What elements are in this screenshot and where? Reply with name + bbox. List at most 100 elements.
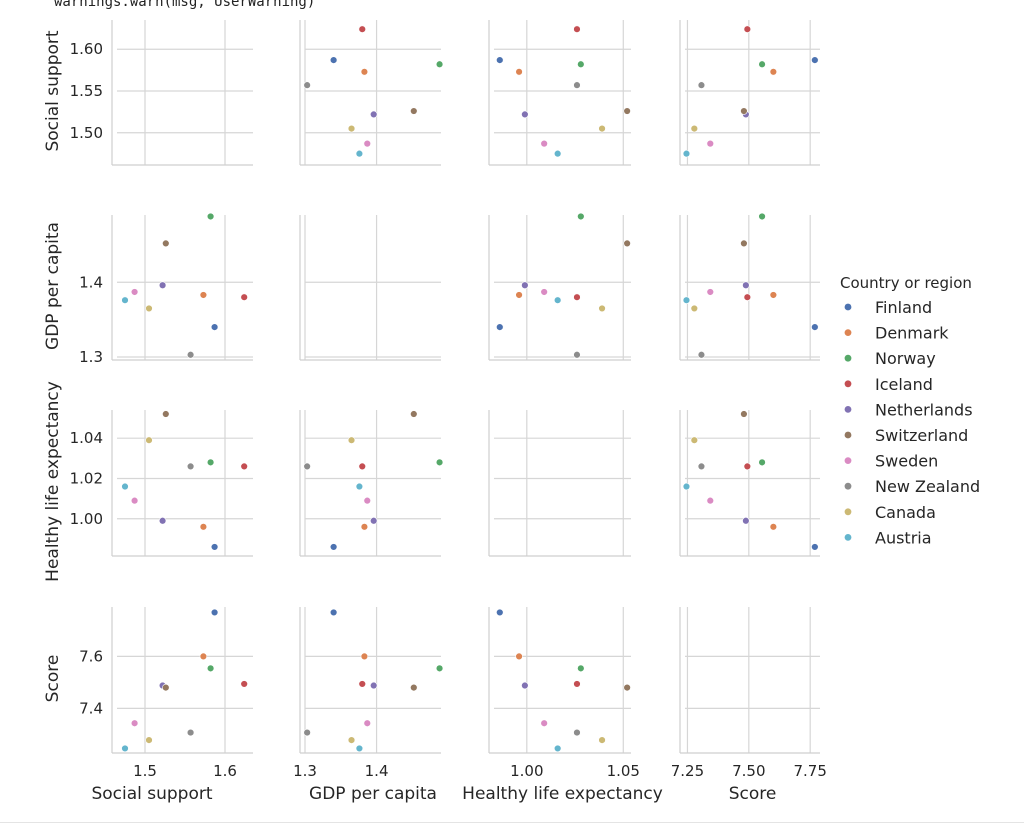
legend-marker-denmark xyxy=(844,329,852,336)
legend-label-canada: Canada xyxy=(875,503,936,522)
point-netherlands xyxy=(521,110,529,119)
panel-score-vs-gdp-per-capita xyxy=(299,607,444,754)
point-new-zealand xyxy=(573,351,581,359)
y-tick-label: 1.04 xyxy=(70,429,103,447)
point-denmark xyxy=(769,68,778,76)
point-finland xyxy=(496,608,504,617)
point-switzerland xyxy=(623,107,631,115)
point-finland xyxy=(210,608,219,617)
point-sweden xyxy=(130,496,139,505)
point-denmark xyxy=(199,652,208,661)
point-norway xyxy=(435,664,444,673)
point-sweden xyxy=(706,139,714,148)
x-axis-title: Social support xyxy=(91,784,212,804)
y-axis-title: GDP per capita xyxy=(43,222,63,350)
point-austria xyxy=(682,482,691,491)
point-sweden xyxy=(706,496,714,505)
point-new-zealand xyxy=(186,728,195,737)
x-tick-label: 1.5 xyxy=(133,762,157,780)
y-tick-label: 1.02 xyxy=(70,469,103,487)
y-axis-title: Social support xyxy=(43,30,63,151)
point-netherlands xyxy=(742,517,750,525)
point-new-zealand xyxy=(303,462,311,471)
panel-gdp-per-capita-vs-score xyxy=(679,212,820,361)
point-iceland xyxy=(573,680,581,688)
legend-marker-sweden xyxy=(844,457,852,464)
point-iceland xyxy=(240,680,248,688)
panel-score-vs-healthy-life-expectancy xyxy=(488,607,631,754)
point-switzerland xyxy=(162,410,170,418)
legend-marker-finland xyxy=(844,303,852,311)
point-norway xyxy=(758,60,766,68)
point-canada xyxy=(690,436,699,444)
point-canada xyxy=(145,736,153,744)
point-sweden xyxy=(363,139,371,148)
point-denmark xyxy=(360,652,369,661)
point-sweden xyxy=(540,719,548,727)
x-tick-label: 7.75 xyxy=(793,762,826,780)
point-switzerland xyxy=(740,107,748,115)
point-finland xyxy=(329,543,338,551)
panel-healthy-life-expectancy-vs-score xyxy=(679,410,820,557)
point-new-zealand xyxy=(573,81,581,89)
point-austria xyxy=(682,149,691,158)
point-finland xyxy=(329,608,338,617)
legend-marker-canada xyxy=(844,508,852,516)
point-denmark xyxy=(515,652,523,661)
point-austria xyxy=(355,744,364,753)
point-canada xyxy=(347,436,356,444)
point-finland xyxy=(329,56,338,64)
panel-social-support-vs-social-support xyxy=(111,20,253,166)
x-tick-label: 1.6 xyxy=(213,762,237,780)
point-netherlands xyxy=(370,517,378,525)
legend-marker-switzerland xyxy=(844,431,852,439)
legend-label-austria: Austria xyxy=(875,528,932,547)
point-switzerland xyxy=(740,239,748,248)
point-norway xyxy=(758,212,766,221)
legend-label-new-zealand: New Zealand xyxy=(875,477,980,496)
point-denmark xyxy=(515,68,523,76)
point-austria xyxy=(121,482,129,491)
x-tick-label: 1.4 xyxy=(365,762,389,780)
point-denmark xyxy=(769,291,778,299)
point-netherlands xyxy=(370,681,378,690)
legend-label-iceland: Iceland xyxy=(875,375,933,394)
legend-marker-norway xyxy=(844,354,852,362)
console-warning-text: warnings.warn(msg, UserWarning) xyxy=(54,0,316,10)
point-norway xyxy=(206,458,215,467)
point-canada xyxy=(347,736,356,744)
legend-label-netherlands: Netherlands xyxy=(875,400,973,419)
point-switzerland xyxy=(410,107,418,115)
x-axis-title: Score xyxy=(729,784,777,804)
point-iceland xyxy=(743,293,752,301)
point-denmark xyxy=(199,291,208,299)
point-new-zealand xyxy=(303,728,311,737)
legend-marker-austria xyxy=(844,534,852,541)
point-canada xyxy=(690,124,699,133)
point-norway xyxy=(435,60,444,68)
point-denmark xyxy=(360,523,369,531)
point-iceland xyxy=(358,462,366,471)
point-austria xyxy=(355,149,364,158)
point-netherlands xyxy=(521,681,529,690)
point-austria xyxy=(121,744,129,753)
legend-marker-new-zealand xyxy=(844,482,852,490)
x-tick-label: 1.05 xyxy=(607,762,640,780)
panel-social-support-vs-healthy-life-expectancy xyxy=(488,20,631,166)
y-tick-label: 1.00 xyxy=(70,510,103,528)
point-sweden xyxy=(363,719,371,727)
point-denmark xyxy=(360,68,369,76)
point-norway xyxy=(206,664,215,673)
point-sweden xyxy=(130,719,139,727)
x-tick-label: 7.25 xyxy=(671,762,704,780)
point-canada xyxy=(347,124,356,133)
point-netherlands xyxy=(158,517,167,525)
point-austria xyxy=(355,482,364,491)
point-iceland xyxy=(573,293,581,301)
panel-gdp-per-capita-vs-gdp-per-capita xyxy=(299,215,441,361)
legend-title: Country or region xyxy=(840,274,972,292)
point-new-zealand xyxy=(697,462,706,471)
point-iceland xyxy=(240,293,248,301)
legend-marker-iceland xyxy=(844,380,852,388)
point-denmark xyxy=(769,523,778,531)
